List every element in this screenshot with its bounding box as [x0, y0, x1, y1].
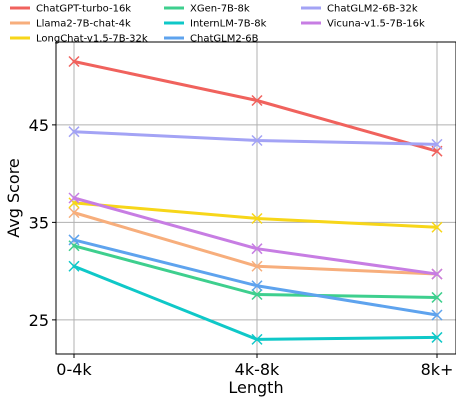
y-axis-label: Avg Score — [4, 158, 23, 238]
data-point — [431, 268, 443, 280]
y-tick-label: 35 — [29, 213, 49, 232]
legend-item: Vicuna-v1.5-7B-16k — [301, 19, 425, 30]
series-InternLM-7B-8k — [68, 260, 443, 345]
data-point — [68, 260, 80, 272]
data-point — [68, 207, 80, 219]
x-axis-label: Length — [228, 378, 283, 397]
legend-label: Llama2-7B-chat-4k — [36, 19, 131, 30]
data-point — [68, 55, 80, 68]
series-line — [72, 201, 439, 229]
legend-item: LongChat-v1.5-7B-32k — [10, 34, 148, 45]
series-LongChat-v1.5-7B-32k — [68, 197, 443, 233]
plot-frame — [55, 41, 456, 355]
legend-label: XGen-7B-8k — [190, 4, 250, 15]
x-tick-label: 8k+ — [421, 360, 454, 379]
y-tick-label: 45 — [29, 116, 49, 135]
x-tick-label: 4k-8k — [235, 360, 280, 379]
data-point — [431, 331, 443, 343]
series-layer — [68, 55, 443, 345]
series-Vicuna-v1.5-7B-16k — [68, 192, 443, 280]
x-tick-label: 0-4k — [56, 360, 92, 379]
data-point — [251, 333, 263, 345]
data-point — [431, 138, 443, 150]
x-axis: 0-4k 4k-8k 8k+ — [56, 354, 453, 379]
series-line — [72, 264, 439, 341]
series-ChatGLM2-6B — [68, 234, 443, 321]
data-point — [251, 134, 263, 147]
data-point — [431, 291, 443, 303]
legend-label: ChatGLM2-6B-32k — [327, 4, 418, 15]
data-point — [68, 126, 80, 138]
data-point — [431, 221, 443, 233]
legend-item: InternLM-7B-8k — [164, 19, 267, 30]
y-tick-label: 25 — [29, 311, 49, 330]
legend-label: Vicuna-v1.5-7B-16k — [327, 19, 425, 30]
series-line — [72, 196, 439, 276]
data-point — [431, 309, 443, 321]
legend-item: ChatGLM2-6B — [164, 34, 259, 45]
y-axis: 25 35 45 — [29, 116, 56, 330]
series-ChatGPT-turbo-16k — [68, 55, 443, 157]
legend-item: ChatGLM2-6B-32k — [301, 4, 418, 15]
data-point — [251, 94, 263, 107]
legend-item: ChatGPT-turbo-16k — [10, 4, 131, 15]
series-ChatGLM2-6B-32k — [68, 126, 443, 150]
data-point — [251, 212, 263, 225]
data-point — [68, 234, 80, 246]
data-point — [251, 260, 263, 272]
legend-item: XGen-7B-8k — [164, 4, 250, 15]
legend-label: ChatGLM2-6B — [190, 34, 259, 45]
legend-label: LongChat-v1.5-7B-32k — [36, 34, 148, 45]
data-point — [251, 243, 263, 255]
data-point — [251, 288, 263, 301]
legend-label: InternLM-7B-8k — [190, 19, 267, 30]
legend-label: ChatGPT-turbo-16k — [36, 4, 131, 15]
series-line — [72, 60, 439, 153]
data-point — [251, 280, 263, 292]
data-point — [68, 192, 80, 204]
legend: ChatGPT-turbo-16k Llama2-7B-chat-4k LongCh… — [10, 4, 425, 45]
legend-item: Llama2-7B-chat-4k — [10, 19, 131, 30]
